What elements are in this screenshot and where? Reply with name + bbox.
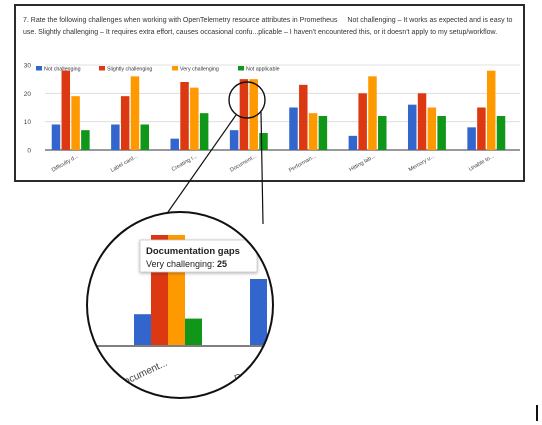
bar <box>477 107 486 150</box>
bar <box>81 130 90 150</box>
y-tick-label: 30 <box>24 63 32 70</box>
question-scale: Not challenging – It works as expected a… <box>23 17 513 36</box>
text-cursor <box>536 405 538 421</box>
tooltip-number: 25 <box>217 259 227 269</box>
zoom-bar <box>134 314 151 345</box>
bar <box>358 93 367 150</box>
tooltip-title: Documentation gaps <box>146 246 240 257</box>
legend-label: Very challenging <box>180 67 219 73</box>
question-prefix: 7. Rate the following challenges when wo… <box>23 17 338 24</box>
bar <box>170 138 179 150</box>
bar <box>120 96 130 150</box>
bar <box>437 116 446 150</box>
x-tick-label: Creating r... <box>171 153 199 173</box>
bar <box>289 107 298 150</box>
callout-line <box>260 111 264 225</box>
bar <box>61 70 71 150</box>
bar <box>486 70 496 150</box>
x-tick-label: Label card... <box>110 153 140 174</box>
bar <box>259 133 268 150</box>
zoom-bar <box>250 279 267 345</box>
bar <box>467 127 476 150</box>
bar <box>496 116 506 150</box>
bar <box>239 79 249 150</box>
bar <box>180 82 189 150</box>
focus-circle <box>228 81 266 119</box>
bar <box>308 113 318 150</box>
bar <box>299 84 308 150</box>
legend-swatch <box>238 66 244 71</box>
x-tick-label: Difficulty d... <box>51 153 80 173</box>
bar <box>130 76 140 150</box>
bar <box>71 96 80 150</box>
legend-swatch <box>99 66 105 71</box>
bar <box>407 104 417 150</box>
legend-label: Not applicable <box>246 67 280 73</box>
bar <box>249 79 258 150</box>
bar <box>140 124 150 150</box>
bar <box>348 135 358 150</box>
bar <box>427 107 437 150</box>
x-tick-label: Hitting lab... <box>348 153 377 173</box>
bar <box>378 116 387 150</box>
legend-label: Not challenging <box>44 67 81 73</box>
question-text: 7. Rate the following challenges when wo… <box>23 15 521 39</box>
legend-label: Slightly challenging <box>107 67 152 73</box>
bar <box>368 76 377 150</box>
bar <box>51 124 61 150</box>
x-tick-label: Memory u... <box>408 153 437 173</box>
bar <box>318 116 328 150</box>
bar <box>417 93 427 150</box>
bar <box>190 87 199 150</box>
tooltip-value: Very challenging: 25 <box>146 259 227 269</box>
zoom-bar <box>185 318 202 345</box>
bar <box>229 130 239 150</box>
x-tick-label: Performan... <box>288 153 318 174</box>
x-tick-label: Document... <box>229 153 258 173</box>
legend-swatch <box>172 66 178 71</box>
bar <box>111 124 120 150</box>
tooltip-box <box>139 239 258 273</box>
y-tick-label: 0 <box>27 148 31 155</box>
x-tick-label: Unable to... <box>468 153 496 172</box>
zoom-circle-border <box>86 211 274 399</box>
bar <box>199 113 209 150</box>
y-tick-label: 20 <box>24 91 32 98</box>
y-tick-label: 10 <box>24 119 32 126</box>
legend-swatch <box>36 66 42 71</box>
tooltip-label: Very challenging: <box>146 259 217 269</box>
